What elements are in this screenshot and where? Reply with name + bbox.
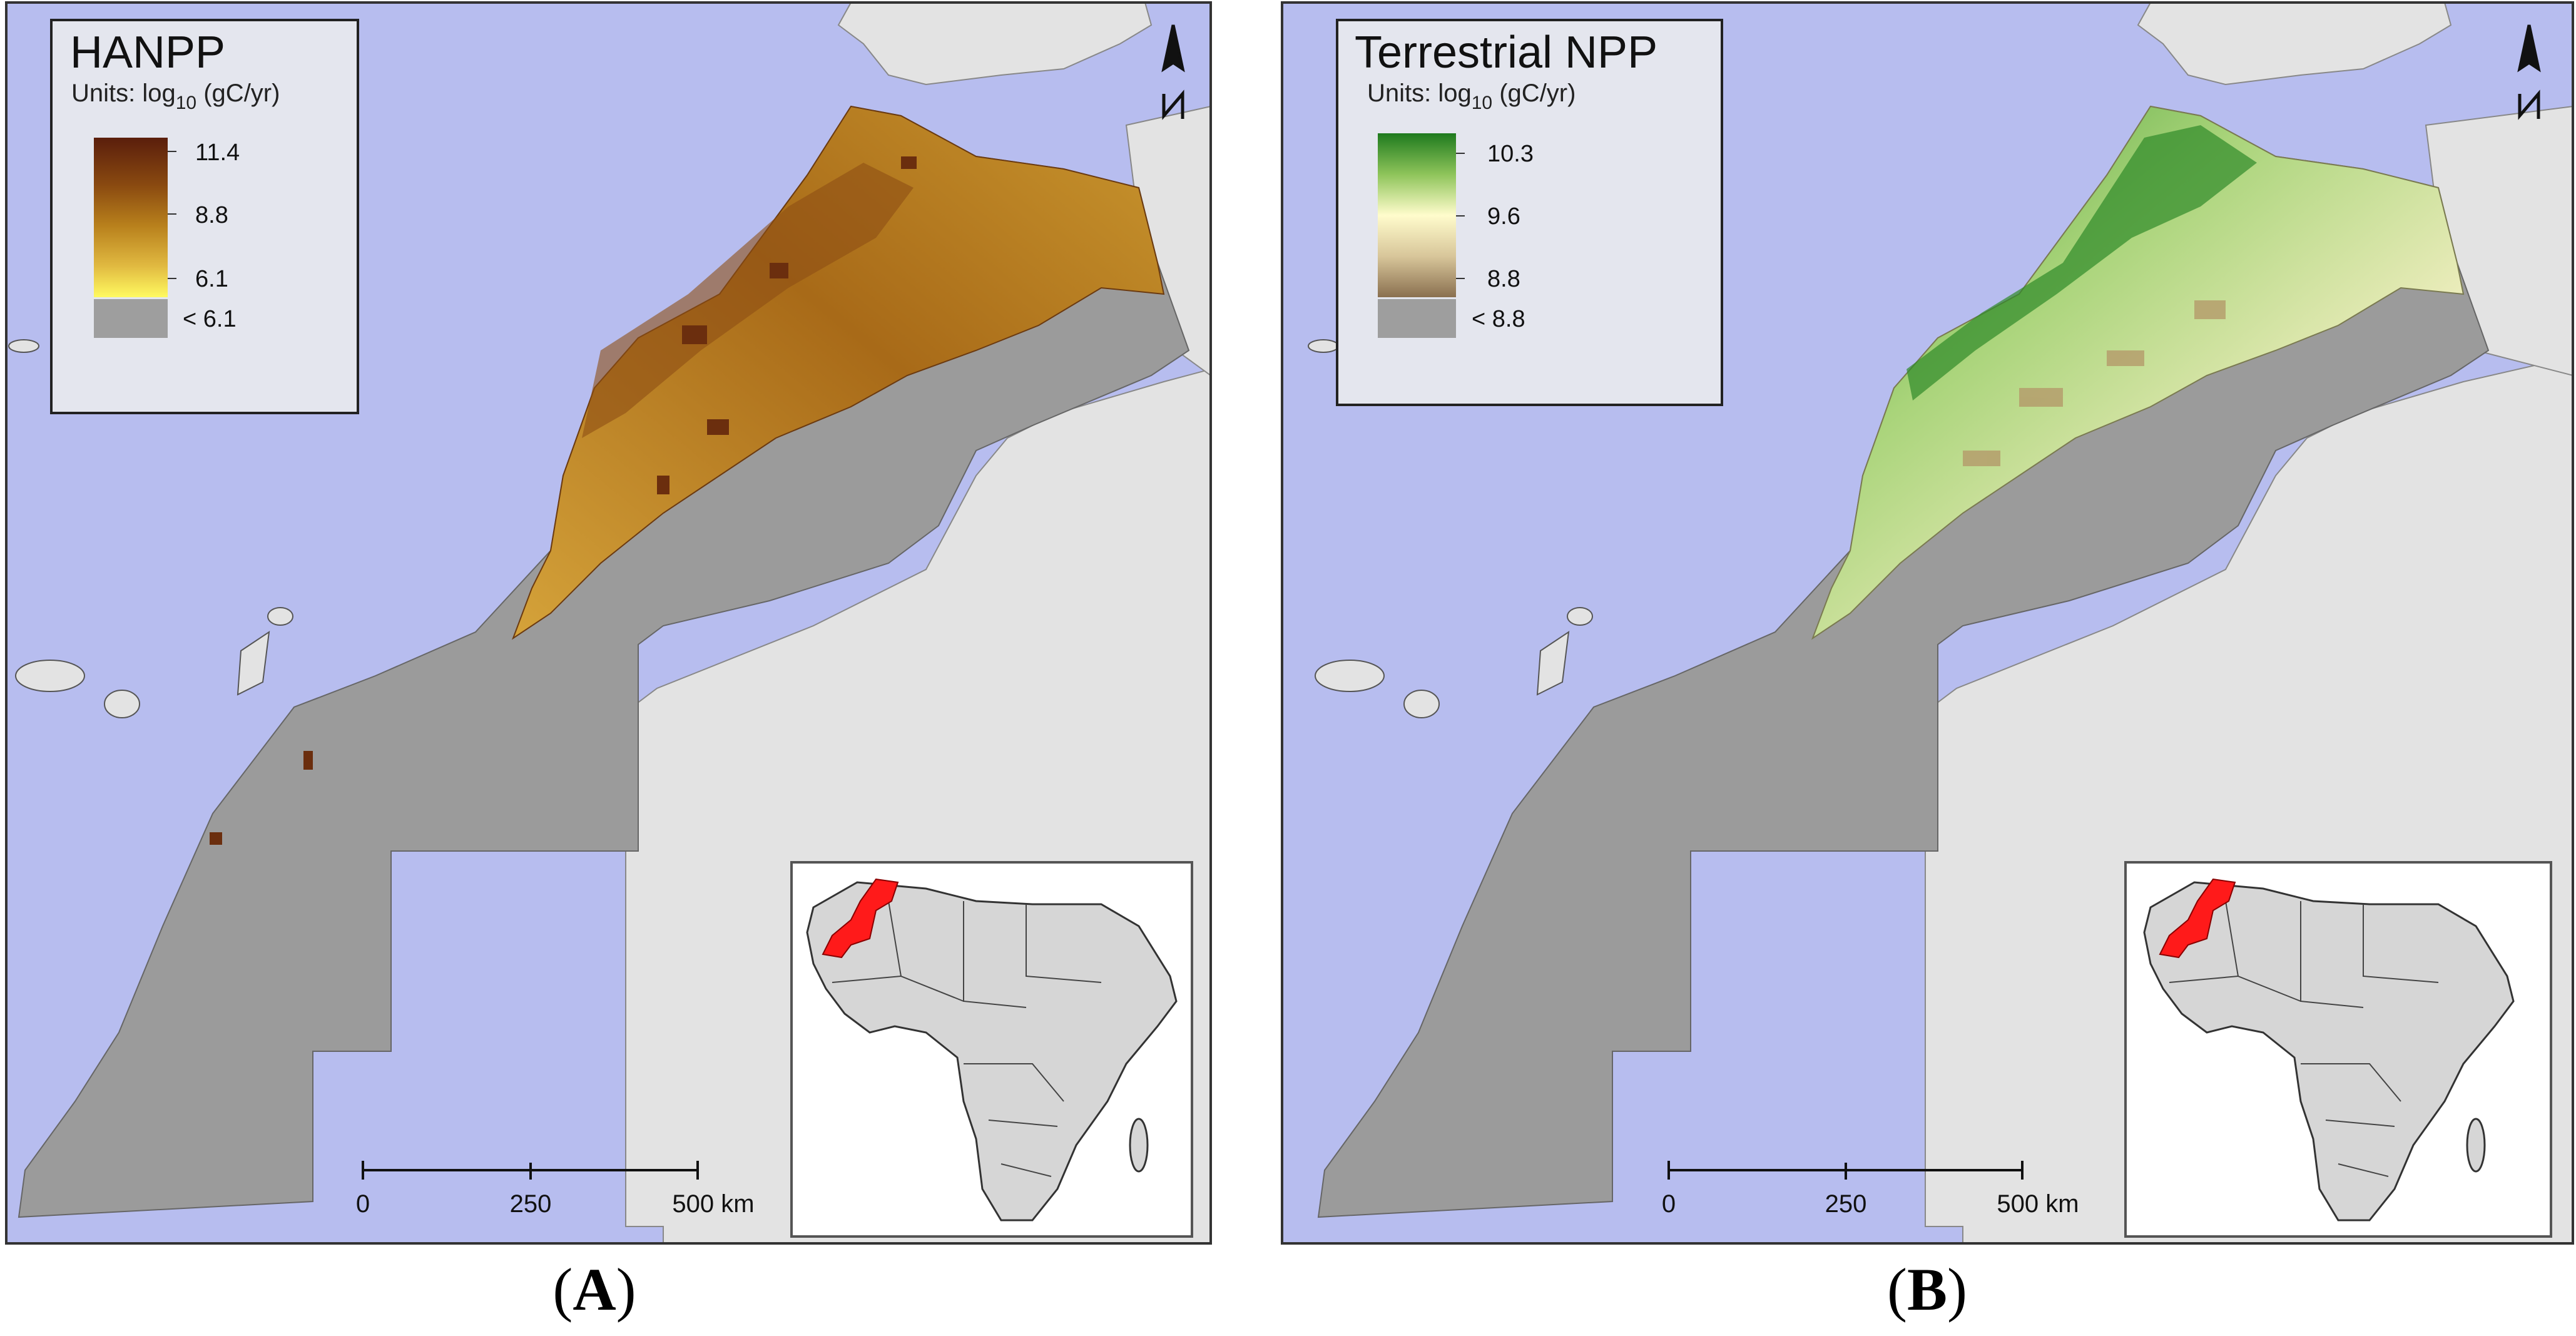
- legend-below-swatch: [1378, 299, 1456, 338]
- legend-tick-high: 10.3: [1487, 141, 1534, 167]
- legend-color-ramp: [1378, 133, 1456, 297]
- panel-caption-a: (A): [552, 1256, 636, 1323]
- legend-tick-high: 11.4: [195, 140, 240, 166]
- legend-tick-mid: 8.8: [195, 202, 228, 228]
- canary-islands: [1308, 339, 1593, 718]
- canary-islands: [8, 339, 293, 718]
- inset-africa-map: [2124, 861, 2552, 1238]
- inset-africa-map: [790, 861, 1193, 1238]
- legend-title: HANPP: [70, 28, 225, 78]
- legend-tick-low: 6.1: [195, 266, 228, 292]
- npp-low-patches: [1963, 300, 2226, 466]
- legend-title: Terrestrial NPP: [1355, 28, 1657, 78]
- legend-color-ramp: [94, 138, 168, 297]
- map-panel-b: Terrestrial NPP Units: log10 (gC/yr) 10.…: [1281, 0, 2576, 1245]
- map-panel-a: HANPP Units: log10 (gC/yr) 11.4 8.8 6.1 …: [0, 0, 1214, 1245]
- legend-tick-mid: 9.6: [1487, 203, 1520, 230]
- scale-tick-0: 0: [356, 1190, 370, 1218]
- npp-data-region: [1811, 105, 2465, 640]
- panel-caption-b: (B): [1887, 1256, 1967, 1323]
- scale-tick-500: 500 km: [1997, 1190, 2079, 1218]
- inset-highlight-morocco: [822, 878, 899, 959]
- hanpp-high-belt: [582, 163, 914, 438]
- hanpp-data-region: [511, 105, 1165, 640]
- legend-below-label: < 6.1: [183, 306, 237, 332]
- scale-tick-0: 0: [1662, 1190, 1676, 1218]
- legend: HANPP Units: log10 (gC/yr) 11.4 8.8 6.1 …: [50, 19, 359, 414]
- scale-tick-250: 250: [510, 1190, 552, 1218]
- north-arrow-icon: [1161, 24, 1185, 120]
- spain-land: [2137, 2, 2452, 86]
- scale-bar: 0 250 500 km: [1662, 1161, 2079, 1218]
- hanpp-patches: [210, 156, 917, 845]
- npp-forest-belt: [1907, 125, 2257, 400]
- scale-tick-500: 500 km: [672, 1190, 754, 1218]
- legend: Terrestrial NPP Units: log10 (gC/yr) 10.…: [1336, 19, 1723, 406]
- north-arrow-icon: [2517, 24, 2541, 120]
- map-frame: [1281, 1, 2574, 1245]
- map-frame: [5, 1, 1212, 1245]
- scale-tick-250: 250: [1825, 1190, 1867, 1218]
- scale-bar: 0 250 500 km: [356, 1161, 755, 1218]
- legend-below-swatch: [94, 299, 168, 338]
- legend-units: Units: log10 (gC/yr): [71, 79, 280, 113]
- inset-highlight-morocco: [2159, 878, 2236, 959]
- legend-below-label: < 8.8: [1472, 306, 1525, 332]
- legend-tick-low: 8.8: [1487, 266, 1520, 292]
- spain-land: [837, 2, 1153, 86]
- legend-units: Units: log10 (gC/yr): [1367, 79, 1576, 113]
